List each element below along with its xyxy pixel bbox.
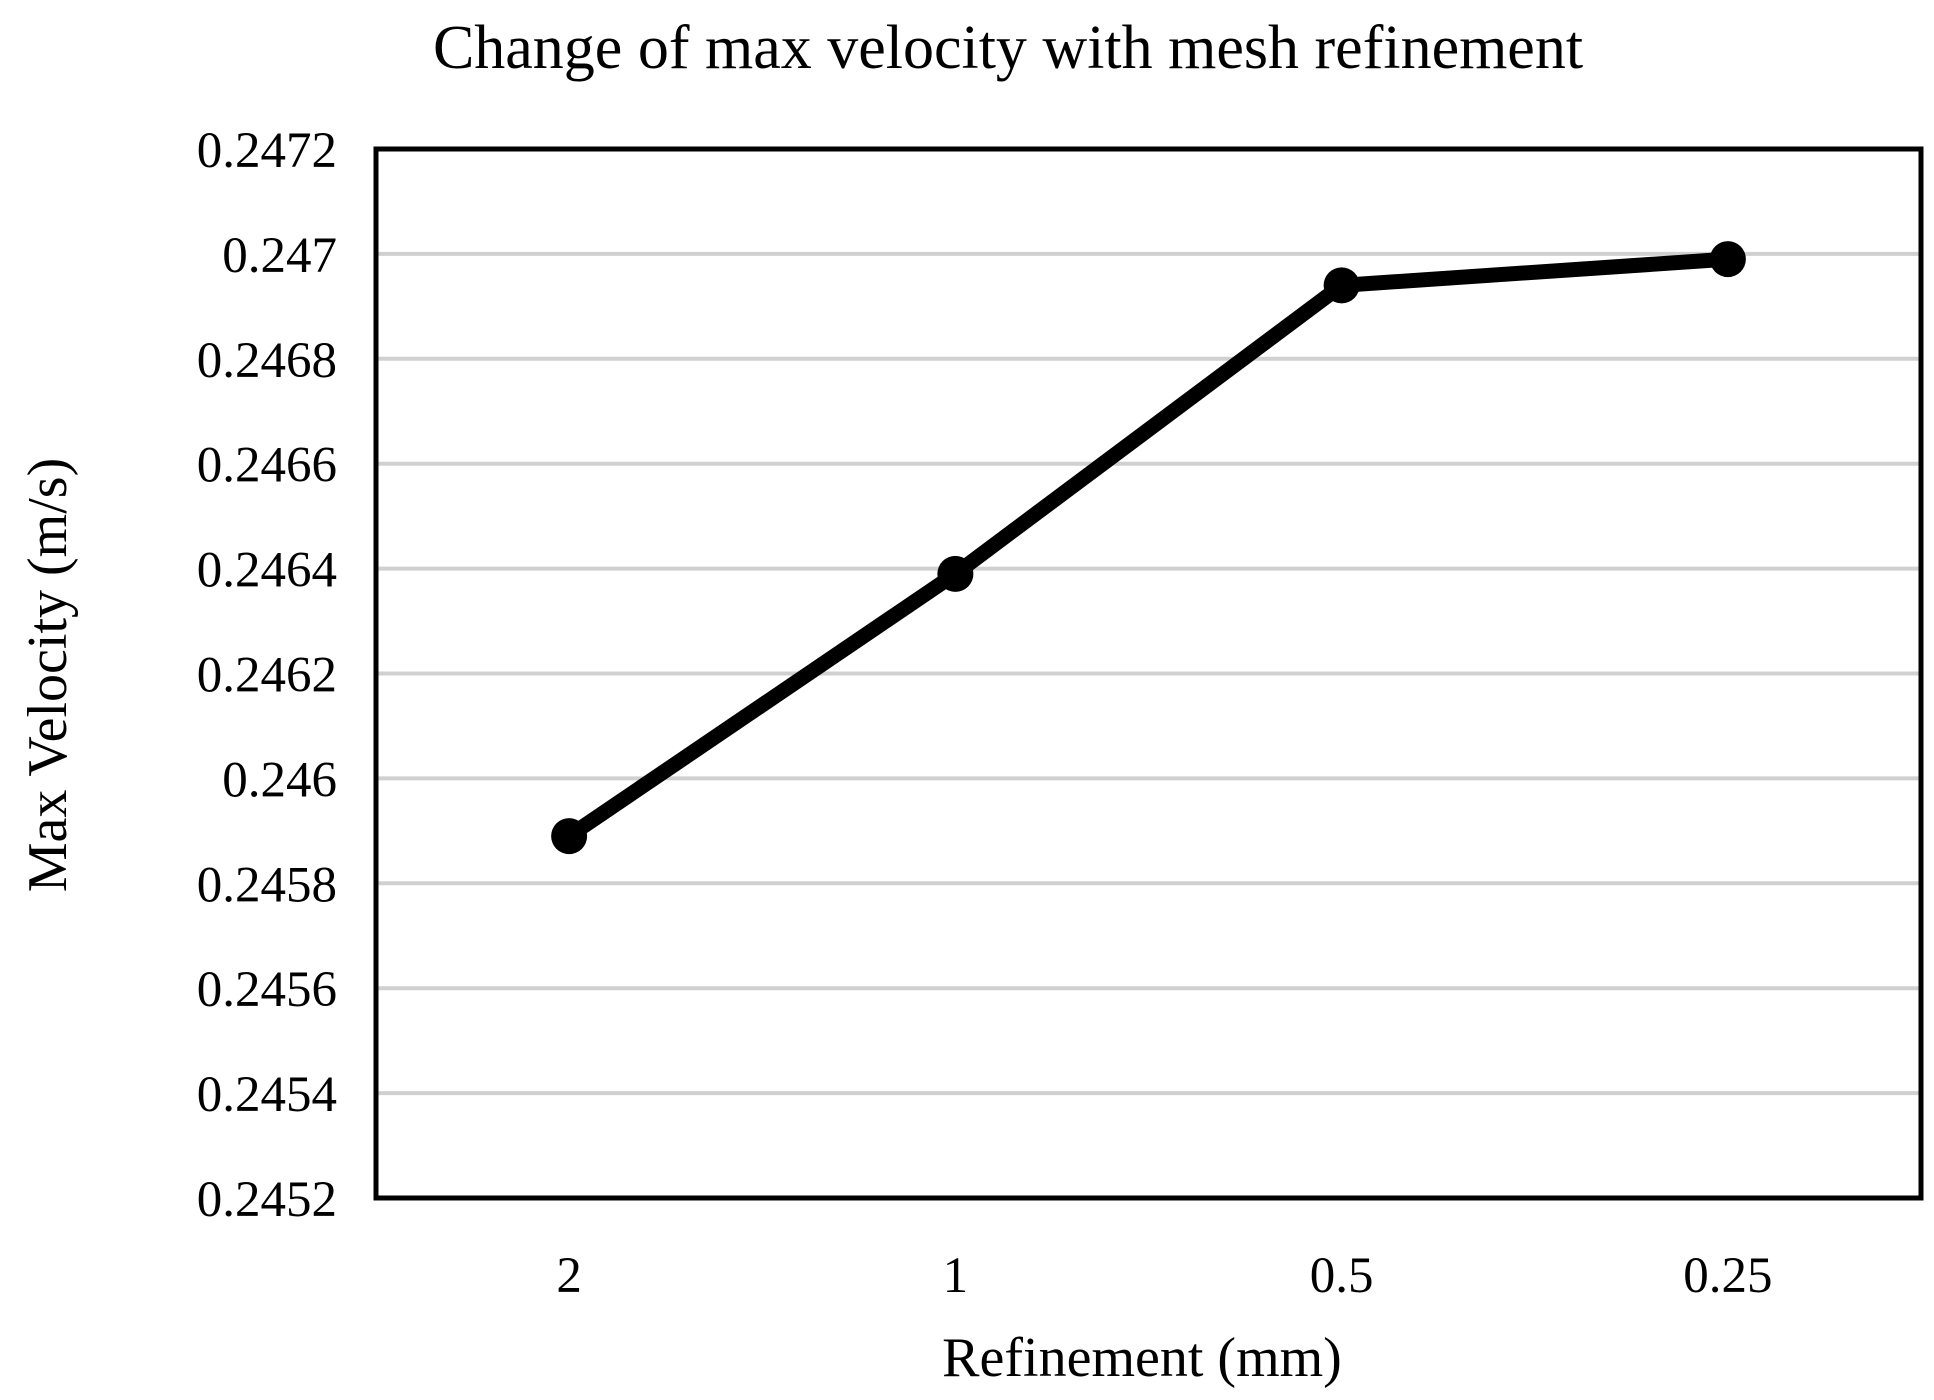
x-tick-label: 0.5 <box>1310 1248 1374 1304</box>
y-tick-label: 0.2454 <box>197 1067 337 1123</box>
data-point <box>937 555 974 592</box>
chart-title: Change of max velocity with mesh refinem… <box>433 14 1583 82</box>
plot-frame <box>373 146 1924 1201</box>
x-axis-label: Refinement (mm) <box>942 1327 1342 1389</box>
data-point <box>1323 267 1360 304</box>
series-layer <box>551 241 1746 855</box>
y-tick-label: 0.247 <box>222 228 337 284</box>
x-tick-label: 0.25 <box>1683 1248 1772 1304</box>
series-line <box>561 251 1736 844</box>
data-point <box>1709 241 1746 278</box>
y-tick-label: 0.2464 <box>197 543 337 599</box>
gridlines <box>376 251 1921 1096</box>
y-axis-label: Max Velocity (m/s) <box>17 458 79 892</box>
y-tick-label: 0.2452 <box>197 1172 337 1228</box>
y-tick-labels: 0.2452 0.2454 0.2456 0.2458 0.246 0.2462 0.246… <box>197 123 337 1228</box>
y-tick-label: 0.2466 <box>197 438 337 494</box>
y-tick-label: 0.246 <box>222 752 337 808</box>
data-point <box>551 818 588 855</box>
x-tick-label: 1 <box>943 1248 969 1304</box>
y-tick-label: 0.2458 <box>197 857 337 913</box>
x-tick-labels: 2 1 0.5 0.25 <box>556 1248 1772 1304</box>
y-tick-label: 0.2462 <box>197 648 337 704</box>
x-tick-label: 2 <box>556 1248 582 1304</box>
y-tick-label: 0.2472 <box>197 123 337 179</box>
y-tick-label: 0.2468 <box>197 333 337 389</box>
y-tick-label: 0.2456 <box>197 962 337 1018</box>
